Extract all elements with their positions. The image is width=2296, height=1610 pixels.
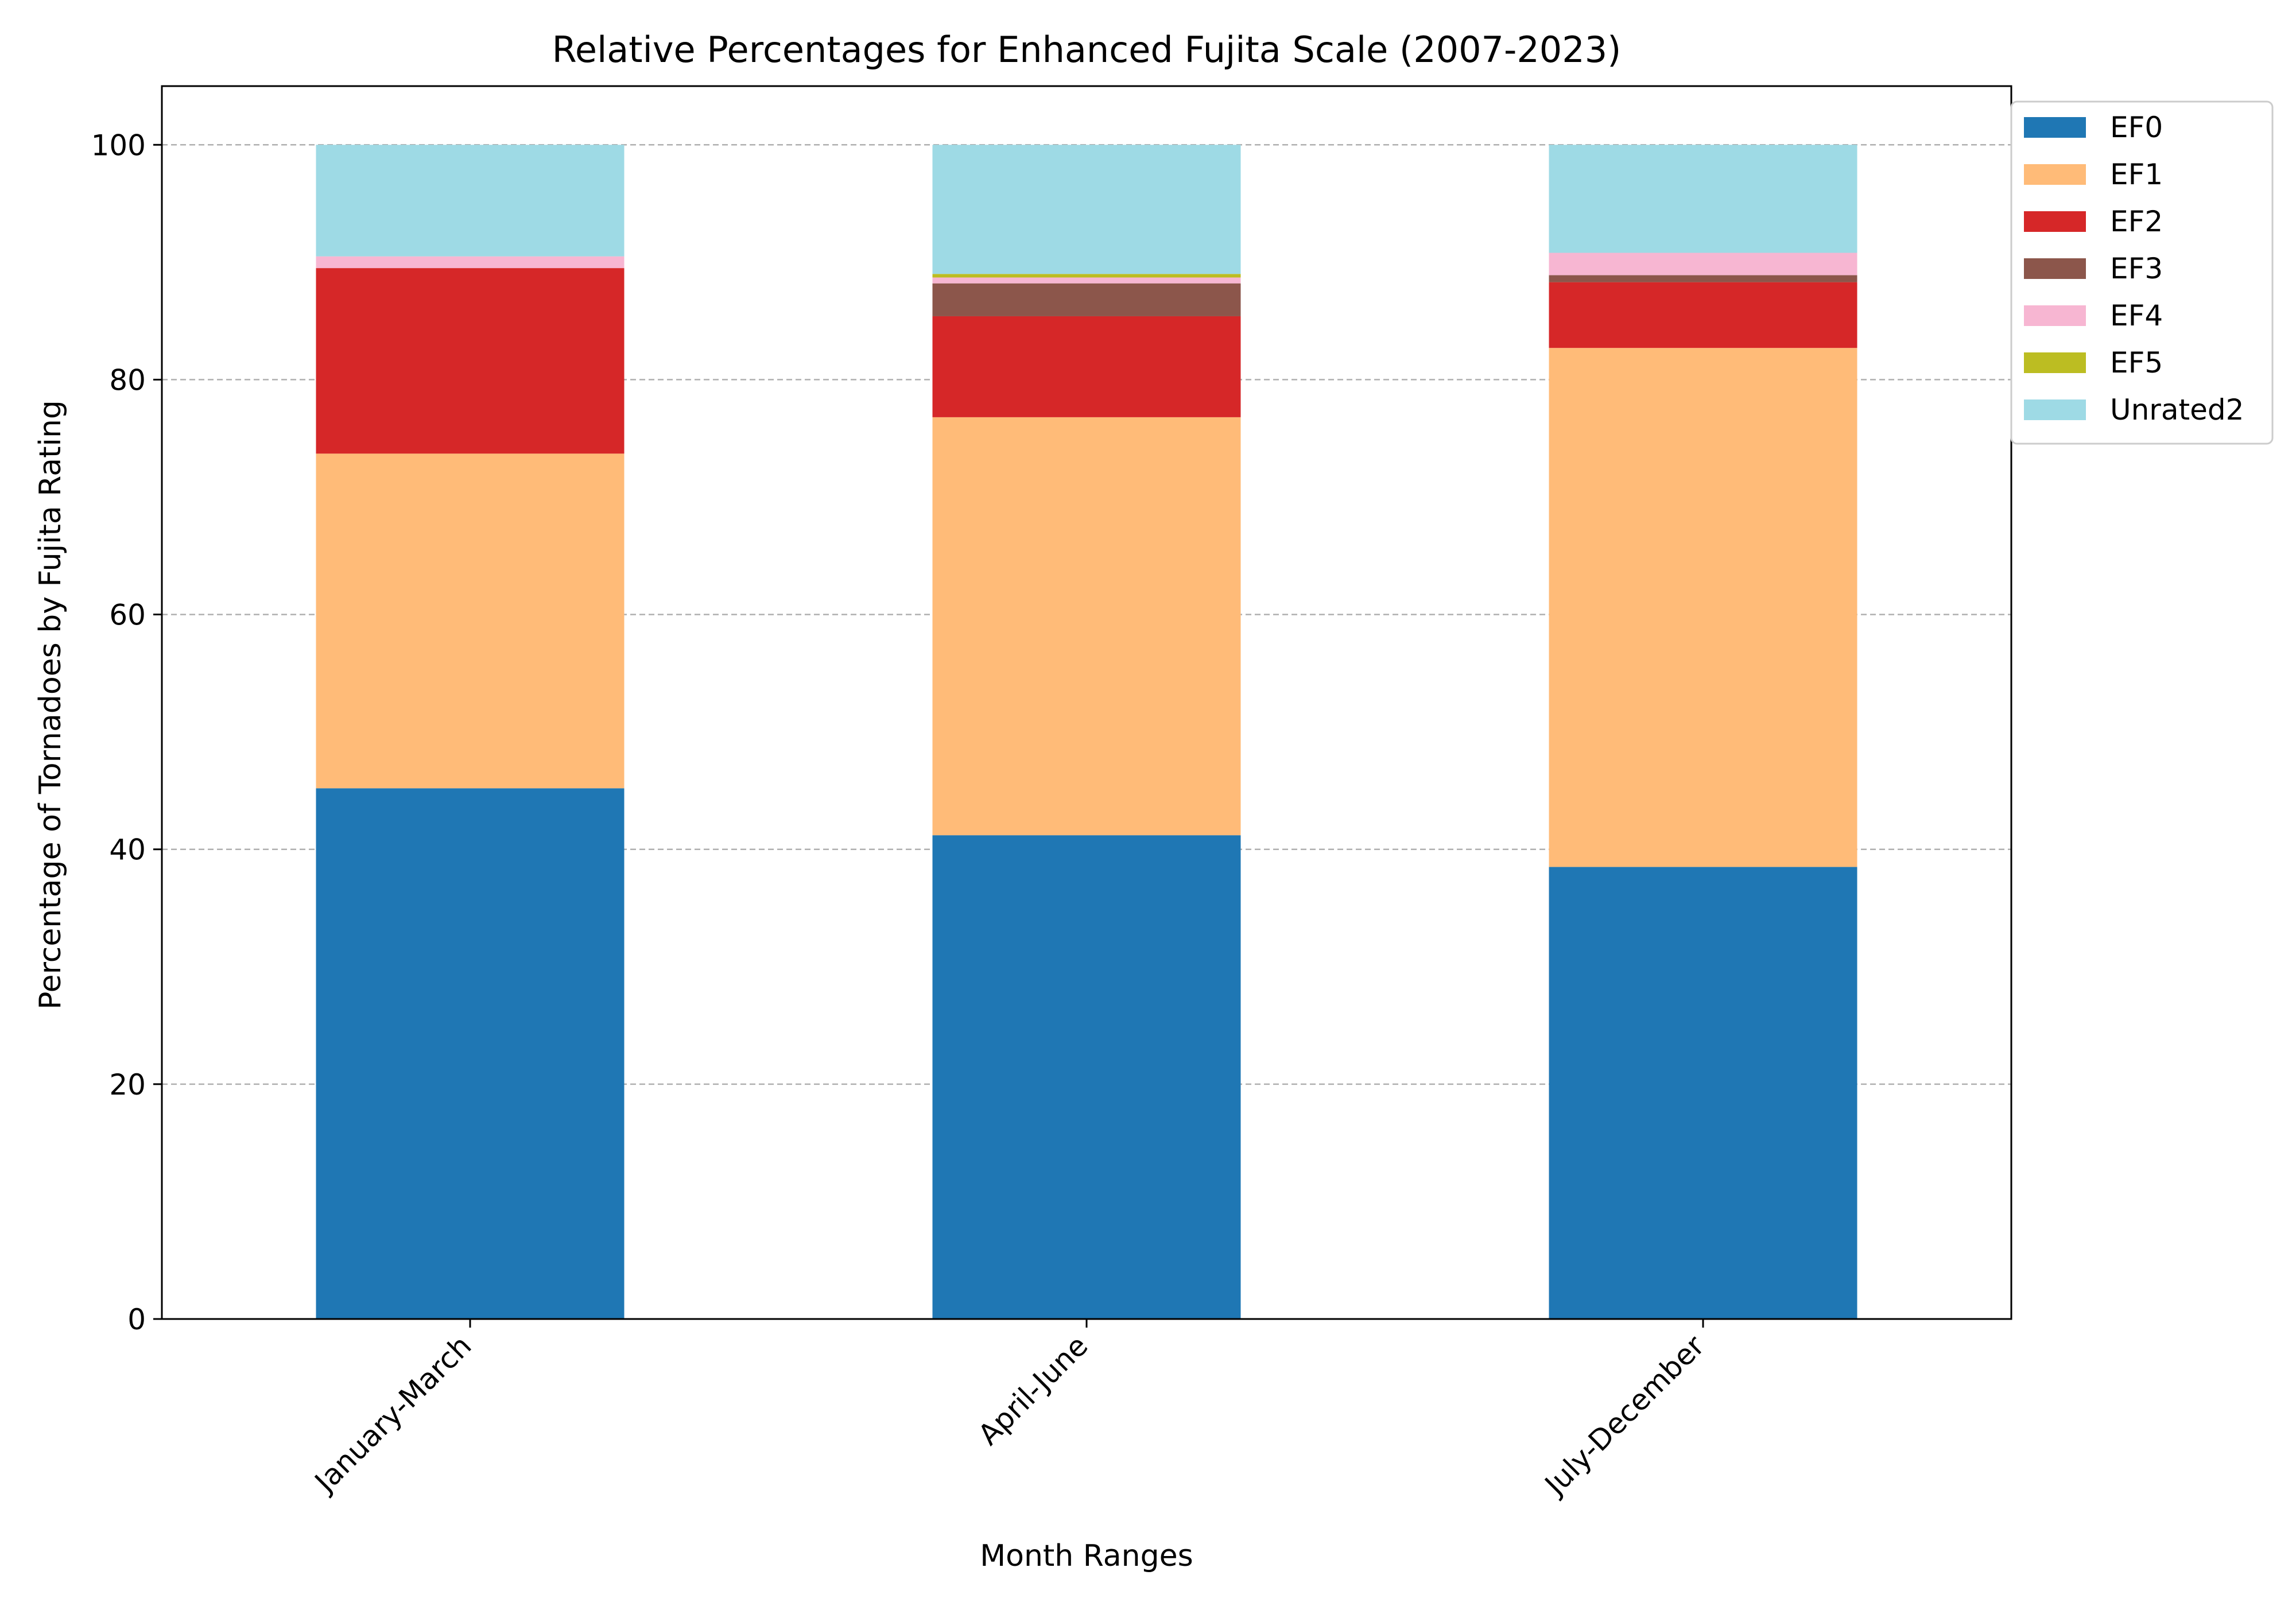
bar-segment-ef4-1 xyxy=(316,256,625,269)
bar-segment-unrated2-2 xyxy=(932,145,1241,274)
legend-label: EF4 xyxy=(2110,299,2163,332)
bar-segment-ef2-1 xyxy=(316,268,625,454)
bar-segment-ef0-2 xyxy=(932,835,1241,1319)
legend-label: EF2 xyxy=(2110,205,2163,238)
y-tick-label: 100 xyxy=(91,129,146,162)
legend-swatch xyxy=(2024,399,2086,420)
legend-label: EF3 xyxy=(2110,252,2163,285)
x-axis-title: Month Ranges xyxy=(980,1539,1193,1573)
bar-segment-ef1-2 xyxy=(932,417,1241,836)
bar-segment-ef4-2 xyxy=(932,277,1241,284)
bar-segment-ef1-1 xyxy=(316,453,625,789)
bar-segment-ef1-3 xyxy=(1549,348,1857,867)
legend-swatch xyxy=(2024,117,2086,138)
y-tick-label: 60 xyxy=(109,599,146,632)
bars xyxy=(316,145,1857,1319)
legend-label: EF5 xyxy=(2110,346,2163,379)
bar-segment-unrated2-3 xyxy=(1549,145,1857,253)
legend-swatch xyxy=(2024,305,2086,326)
chart-title: Relative Percentages for Enhanced Fujita… xyxy=(552,29,1622,71)
bar-segment-ef3-3 xyxy=(1549,275,1857,282)
bar-segment-ef3-2 xyxy=(932,283,1241,316)
legend-label: EF0 xyxy=(2110,111,2163,144)
bar-segment-ef0-3 xyxy=(1549,867,1857,1319)
y-axis: 0 20 40 60 80 100 xyxy=(91,129,162,1336)
legend-label: Unrated2 xyxy=(2110,393,2244,426)
bar-segment-ef0-1 xyxy=(316,788,625,1319)
bar-segment-ef2-2 xyxy=(932,316,1241,417)
bar-segment-ef2-3 xyxy=(1549,282,1857,348)
y-tick-label: 40 xyxy=(109,833,146,867)
legend-swatch xyxy=(2024,352,2086,373)
y-axis-title: Percentage of Tornadoes by Fujita Rating xyxy=(33,400,68,1010)
bar-segment-ef4-3 xyxy=(1549,253,1857,276)
legend-swatch xyxy=(2024,211,2086,232)
bar-segment-unrated2-1 xyxy=(316,145,625,257)
y-tick-label: 0 xyxy=(127,1303,146,1336)
legend-swatch xyxy=(2024,164,2086,185)
y-tick-label: 20 xyxy=(109,1068,146,1101)
legend-swatch xyxy=(2024,258,2086,279)
bar-segment-ef5-2 xyxy=(932,274,1241,278)
legend-label: EF1 xyxy=(2110,158,2163,191)
y-tick-label: 80 xyxy=(109,363,146,397)
legend: EF0 EF1 EF2 EF3 EF4 EF5 Unrated2 xyxy=(2010,100,2274,445)
